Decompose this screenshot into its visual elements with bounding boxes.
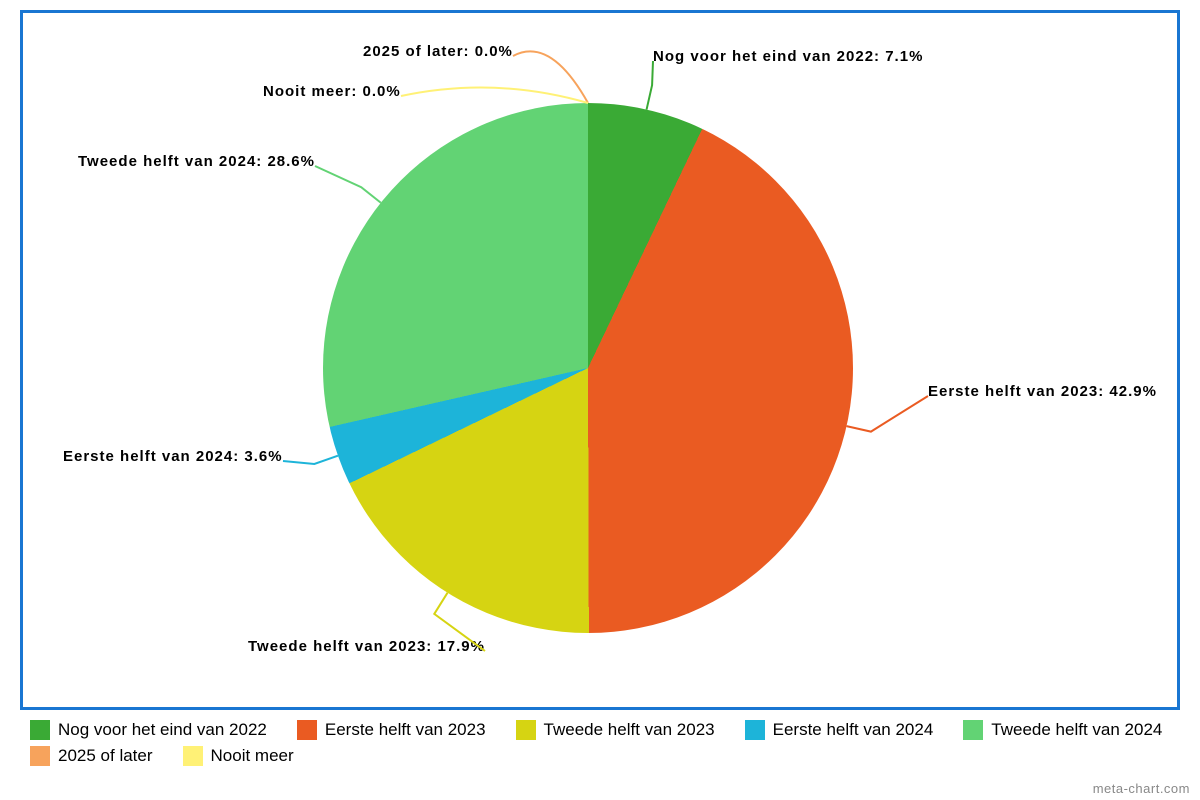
legend-label: Eerste helft van 2023: [325, 720, 486, 740]
watermark: meta-chart.com: [1093, 781, 1190, 796]
legend-swatch: [30, 720, 50, 740]
legend-swatch: [516, 720, 536, 740]
legend-item: Tweede helft van 2023: [516, 720, 715, 740]
chart-frame: Nog voor het eind van 2022: 7.1% Eerste …: [20, 10, 1180, 710]
legend-swatch: [963, 720, 983, 740]
legend-label: Nooit meer: [211, 746, 294, 766]
legend-label: Tweede helft van 2023: [544, 720, 715, 740]
legend: Nog voor het eind van 2022 Eerste helft v…: [30, 720, 1170, 766]
legend-swatch: [183, 746, 203, 766]
leader-lines: [23, 13, 1183, 713]
legend-swatch: [745, 720, 765, 740]
legend-item: Eerste helft van 2024: [745, 720, 934, 740]
legend-item: 2025 of later: [30, 746, 153, 766]
legend-label: Eerste helft van 2024: [773, 720, 934, 740]
legend-swatch: [297, 720, 317, 740]
legend-swatch: [30, 746, 50, 766]
legend-item: Nog voor het eind van 2022: [30, 720, 267, 740]
legend-item: Tweede helft van 2024: [963, 720, 1162, 740]
legend-label: Nog voor het eind van 2022: [58, 720, 267, 740]
legend-item: Eerste helft van 2023: [297, 720, 486, 740]
legend-label: 2025 of later: [58, 746, 153, 766]
legend-item: Nooit meer: [183, 746, 294, 766]
legend-label: Tweede helft van 2024: [991, 720, 1162, 740]
